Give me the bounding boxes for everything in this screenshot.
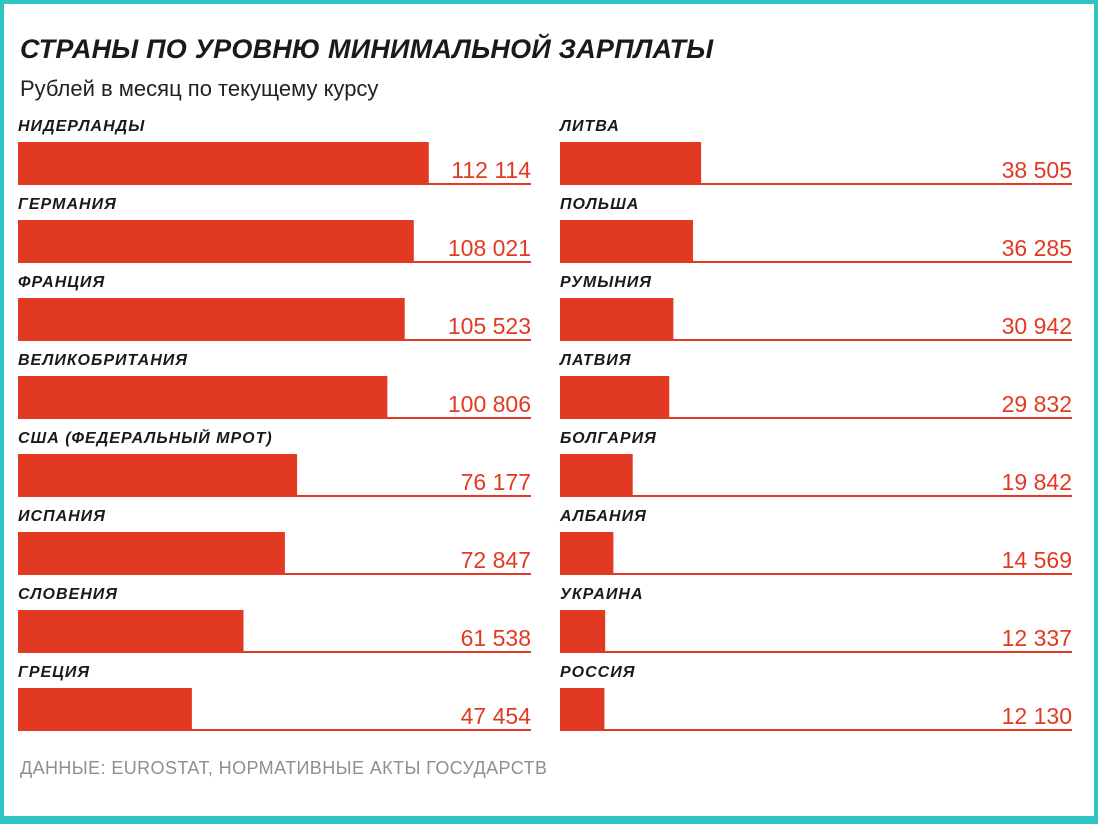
bar bbox=[560, 220, 693, 262]
bar bbox=[18, 610, 244, 652]
value-label: 47 454 bbox=[461, 703, 532, 729]
value-label: 108 021 bbox=[448, 235, 531, 261]
bar-baseline bbox=[560, 183, 1072, 185]
value-label: 72 847 bbox=[461, 547, 531, 573]
value-label: 29 832 bbox=[1002, 391, 1072, 417]
bar-row: РОССИЯ 12 130 bbox=[560, 664, 1072, 731]
category-label: АЛБАНИЯ bbox=[559, 508, 647, 525]
bar-baseline bbox=[18, 261, 531, 263]
bar bbox=[560, 142, 702, 184]
category-label: США (ФЕДЕРАЛЬНЫЙ МРОТ) bbox=[18, 427, 273, 447]
bar-row: АЛБАНИЯ 14 569 bbox=[559, 508, 1072, 575]
bar-baseline bbox=[560, 261, 1072, 263]
bar-baseline bbox=[560, 573, 1072, 575]
category-label: ГЕРМАНИЯ bbox=[18, 196, 117, 213]
bar-row: ИСПАНИЯ 72 847 bbox=[18, 508, 531, 575]
value-label: 12 130 bbox=[1002, 703, 1072, 729]
value-label: 14 569 bbox=[1002, 547, 1072, 573]
bar bbox=[560, 610, 606, 652]
bar-row: ЛАТВИЯ 29 832 bbox=[559, 352, 1072, 419]
chart-subtitle: Рублей в месяц по текущему курсу bbox=[20, 76, 379, 101]
category-label: РОССИЯ bbox=[560, 664, 635, 681]
category-label: ЛАТВИЯ bbox=[559, 352, 631, 369]
bar-row: ФРАНЦИЯ 105 523 bbox=[18, 274, 531, 341]
bar-row: США (ФЕДЕРАЛЬНЫЙ МРОТ) 76 177 bbox=[18, 427, 531, 497]
bar bbox=[18, 142, 429, 184]
value-label: 36 285 bbox=[1002, 235, 1072, 261]
bar-row: УКРАИНА 12 337 bbox=[560, 586, 1072, 653]
bar-baseline bbox=[560, 729, 1072, 731]
category-label: СЛОВЕНИЯ bbox=[18, 586, 118, 603]
category-label: ИСПАНИЯ bbox=[18, 508, 106, 525]
bar-baseline bbox=[18, 339, 531, 341]
value-label: 61 538 bbox=[461, 625, 531, 651]
value-label: 105 523 bbox=[448, 313, 531, 339]
bar-row: ПОЛЬША 36 285 bbox=[560, 196, 1072, 263]
source-note: ДАННЫЕ: EUROSTAT, НОРМАТИВНЫЕ АКТЫ ГОСУД… bbox=[20, 758, 548, 778]
chart-title: СТРАНЫ ПО УРОВНЮ МИНИМАЛЬНОЙ ЗАРПЛАТЫ bbox=[20, 34, 714, 64]
category-label: ПОЛЬША bbox=[560, 196, 639, 213]
bar-baseline bbox=[560, 339, 1072, 341]
bar bbox=[18, 454, 298, 496]
bar-row: СЛОВЕНИЯ 61 538 bbox=[18, 586, 531, 653]
value-label: 30 942 bbox=[1002, 313, 1072, 339]
bar-baseline bbox=[18, 495, 531, 497]
category-label: УКРАИНА bbox=[560, 586, 644, 603]
category-label: ГРЕЦИЯ bbox=[18, 664, 90, 681]
bar-row: РУМЫНИЯ 30 942 bbox=[560, 274, 1072, 341]
bar-baseline bbox=[18, 651, 531, 653]
category-label: ЛИТВА bbox=[559, 118, 620, 135]
value-label: 76 177 bbox=[461, 469, 531, 495]
bar bbox=[18, 688, 192, 730]
bar-row: ГЕРМАНИЯ 108 021 bbox=[18, 196, 531, 263]
bar bbox=[560, 298, 674, 340]
bar-row: ВЕЛИКОБРИТАНИЯ 100 806 bbox=[18, 352, 531, 419]
bar-baseline bbox=[560, 417, 1072, 419]
bar-row: БОЛГАРИЯ 19 842 bbox=[560, 430, 1072, 497]
bar bbox=[560, 454, 633, 496]
bar-row: НИДЕРЛАНДЫ 112 114 bbox=[18, 118, 531, 185]
bar bbox=[18, 376, 388, 418]
bar-baseline bbox=[18, 417, 531, 419]
bar bbox=[18, 532, 285, 574]
bar bbox=[560, 688, 605, 730]
bar-baseline bbox=[18, 183, 531, 185]
category-label: ВЕЛИКОБРИТАНИЯ bbox=[18, 352, 188, 369]
bar bbox=[560, 376, 670, 418]
bar-baseline bbox=[18, 729, 531, 731]
bar bbox=[18, 298, 405, 340]
bar-baseline bbox=[560, 651, 1072, 653]
category-label: ФРАНЦИЯ bbox=[18, 274, 105, 291]
value-label: 112 114 bbox=[451, 157, 531, 183]
value-label: 38 505 bbox=[1002, 157, 1072, 183]
value-label: 12 337 bbox=[1002, 625, 1072, 651]
category-label: РУМЫНИЯ bbox=[560, 274, 652, 291]
bar bbox=[18, 220, 414, 262]
bar-row: ЛИТВА 38 505 bbox=[559, 118, 1072, 185]
category-label: БОЛГАРИЯ bbox=[560, 430, 657, 447]
bar-baseline bbox=[18, 573, 531, 575]
category-label: НИДЕРЛАНДЫ bbox=[18, 118, 145, 135]
bar-baseline bbox=[560, 495, 1072, 497]
value-label: 19 842 bbox=[1002, 469, 1072, 495]
bar bbox=[560, 532, 614, 574]
value-label: 100 806 bbox=[448, 391, 531, 417]
bar-row: ГРЕЦИЯ 47 454 bbox=[18, 664, 531, 731]
